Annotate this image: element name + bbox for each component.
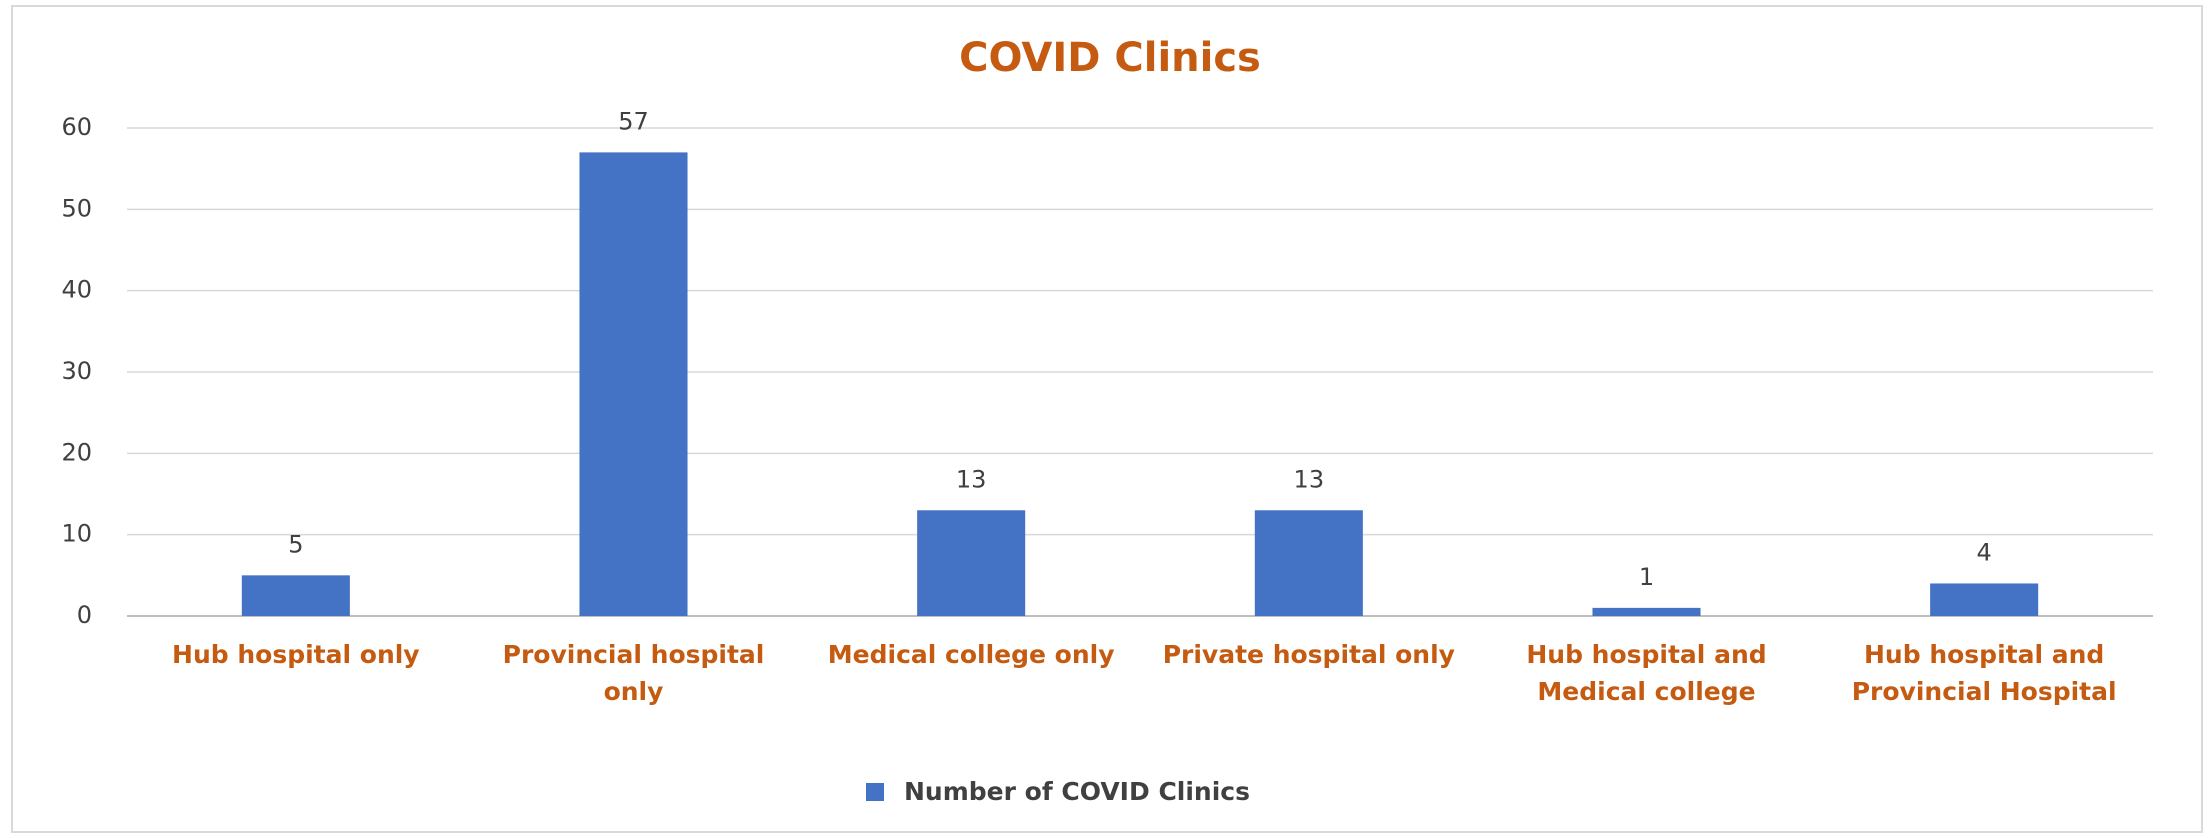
y-tick-label: 10	[61, 520, 92, 548]
data-label: 1	[1639, 563, 1654, 591]
x-tick-label: Hub hospital and Provincial Hospital	[1851, 640, 2117, 706]
chart-title: COVID Clinics	[959, 35, 1261, 81]
bar	[917, 510, 1026, 616]
y-tick-label: 50	[61, 194, 92, 222]
bar	[1592, 607, 1701, 616]
data-label: 13	[1294, 465, 1325, 493]
y-tick-label: 0	[77, 601, 92, 629]
bar	[1930, 583, 2039, 616]
bar	[1254, 510, 1363, 616]
x-tick-label: Private hospital only	[1162, 640, 1455, 669]
x-tick-label: Provincial hospital only	[502, 640, 765, 706]
x-tick-label: Hub hospital only	[172, 640, 420, 669]
data-label: 13	[956, 465, 987, 493]
chart-border	[11, 5, 2203, 833]
data-label: 57	[618, 107, 649, 135]
bar	[241, 575, 350, 616]
data-label: 4	[1977, 538, 1992, 566]
bar	[579, 152, 688, 616]
y-tick-label: 60	[61, 113, 92, 141]
x-tick-label: Medical college only	[827, 640, 1115, 669]
data-label: 5	[288, 530, 303, 558]
legend-swatch	[866, 783, 884, 801]
x-tick-label: Hub hospital and Medical college	[1526, 640, 1767, 706]
y-tick-label: 40	[61, 276, 92, 304]
legend-label: Number of COVID Clinics	[904, 777, 1250, 806]
y-tick-label: 30	[61, 357, 92, 385]
y-tick-label: 20	[61, 438, 92, 466]
